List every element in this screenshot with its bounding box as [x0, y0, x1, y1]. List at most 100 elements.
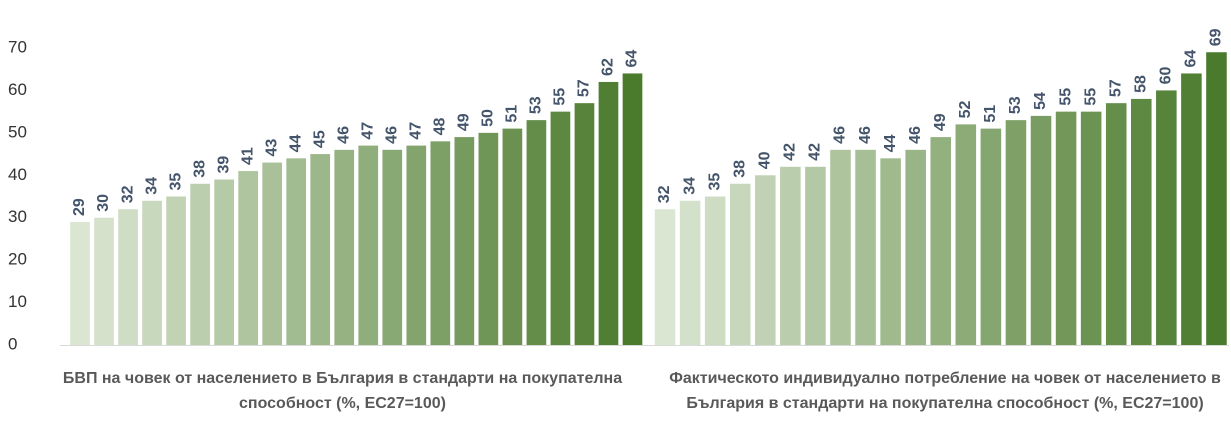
- data-label: 51: [504, 105, 521, 123]
- y-tick-label: 60: [8, 80, 27, 99]
- data-label: 55: [1057, 88, 1074, 106]
- data-label: 42: [807, 143, 824, 161]
- bar: [94, 217, 114, 345]
- data-label: 35: [706, 173, 723, 191]
- bar: [358, 145, 379, 345]
- bar: [930, 137, 952, 345]
- bar: [1156, 90, 1177, 345]
- bar: [955, 124, 977, 345]
- bar: [780, 166, 801, 345]
- data-label: 39: [215, 156, 232, 174]
- x-category-label: БВП на човек от населението в България в…: [62, 370, 623, 412]
- bar: [70, 221, 90, 345]
- data-label: 58: [1132, 75, 1149, 93]
- data-label: 57: [1107, 79, 1124, 97]
- data-label: 40: [757, 151, 774, 169]
- data-label: 49: [932, 113, 949, 131]
- bar: [1181, 73, 1202, 345]
- bar: [1206, 52, 1227, 345]
- data-label: 46: [335, 126, 352, 144]
- data-label: 64: [1183, 50, 1200, 68]
- bar: [118, 209, 138, 345]
- bar: [622, 73, 643, 345]
- bar: [1080, 111, 1102, 346]
- data-label: 38: [191, 160, 208, 178]
- data-label: 46: [384, 126, 401, 144]
- bar: [478, 132, 499, 345]
- data-label: 44: [287, 134, 304, 152]
- y-tick-label: 40: [8, 165, 27, 184]
- bar: [190, 183, 210, 345]
- bar: [334, 149, 355, 345]
- data-label: 47: [359, 122, 376, 140]
- data-label: 62: [600, 58, 617, 76]
- data-label: 32: [656, 185, 673, 203]
- data-label: 46: [907, 126, 924, 144]
- data-label: 43: [263, 139, 280, 157]
- data-label: 29: [71, 198, 88, 216]
- bar: [855, 149, 876, 345]
- bar: [729, 183, 751, 345]
- bar: [805, 166, 826, 345]
- bar: [286, 158, 307, 345]
- bar: [755, 175, 776, 345]
- bar: [142, 200, 162, 345]
- data-label: 46: [832, 126, 849, 144]
- data-label: 47: [408, 122, 425, 140]
- bar: [830, 149, 851, 345]
- bar: [980, 128, 1002, 345]
- data-label: 38: [731, 160, 748, 178]
- data-label: 50: [480, 109, 497, 127]
- bar: [430, 141, 451, 345]
- bar: [550, 111, 571, 346]
- data-label: 60: [1158, 67, 1175, 85]
- bar: [905, 149, 926, 345]
- bar: [654, 209, 676, 345]
- bar: [262, 162, 283, 345]
- bar: [704, 196, 726, 345]
- y-tick-label: 10: [8, 292, 27, 311]
- data-label: 44: [882, 134, 899, 152]
- bar: [679, 200, 701, 345]
- data-label: 69: [1208, 28, 1225, 46]
- data-label: 49: [456, 113, 473, 131]
- bar: [526, 120, 547, 345]
- y-tick-label: 30: [8, 207, 27, 226]
- bar: [166, 196, 186, 345]
- data-label: 53: [1007, 96, 1024, 114]
- data-label: 34: [681, 177, 698, 195]
- bar: [502, 128, 523, 345]
- y-tick-label: 50: [8, 122, 27, 141]
- data-label: 46: [857, 126, 874, 144]
- data-label: 41: [239, 147, 256, 165]
- data-label: 64: [624, 50, 641, 68]
- bar: [598, 81, 619, 345]
- data-label: 55: [1082, 88, 1099, 106]
- bar: [880, 158, 901, 345]
- data-label: 57: [576, 79, 593, 97]
- bar: [1105, 103, 1127, 346]
- data-label: 35: [167, 173, 184, 191]
- bar: [1055, 111, 1077, 346]
- data-label: 54: [1032, 92, 1049, 110]
- data-label: 34: [143, 177, 160, 195]
- data-label: 53: [528, 96, 545, 114]
- data-label: 32: [119, 185, 136, 203]
- data-label: 42: [782, 143, 799, 161]
- data-label: 55: [552, 88, 569, 106]
- bar: [1005, 120, 1027, 345]
- data-label: 52: [957, 100, 974, 118]
- bar: [382, 149, 403, 345]
- data-label: 30: [95, 194, 112, 212]
- bar: [310, 154, 331, 345]
- data-label: 45: [311, 130, 328, 148]
- x-category-label: Фактическото индивидуално потребление на…: [669, 370, 1221, 412]
- bar: [238, 171, 259, 345]
- data-label: 48: [432, 117, 449, 135]
- y-tick-label: 70: [8, 37, 27, 56]
- bar: [1030, 115, 1052, 345]
- bar: [574, 103, 595, 346]
- data-label: 51: [982, 105, 999, 123]
